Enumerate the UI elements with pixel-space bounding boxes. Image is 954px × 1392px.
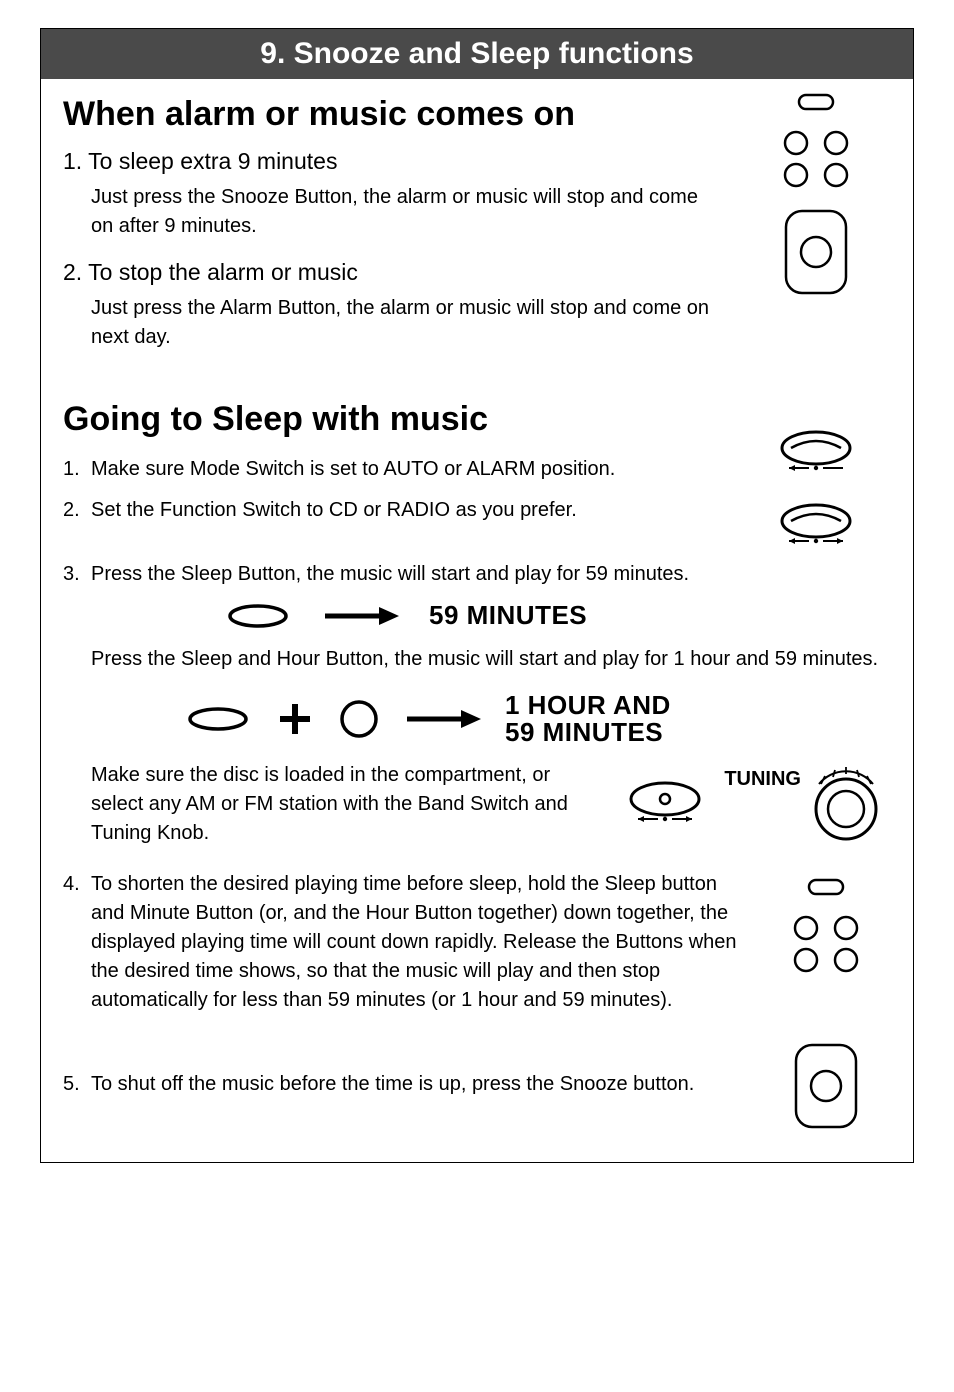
step3-text: Press the Sleep Button, the music will s… <box>91 560 891 589</box>
item-sleep-extra-body: Just press the Snooze Button, the alarm … <box>91 183 725 241</box>
step-number: 2. <box>63 496 91 525</box>
function-switch-icon <box>771 499 861 554</box>
side-icons-group-5 <box>761 1035 891 1134</box>
section-header: 9. Snooze and Sleep functions <box>41 29 913 79</box>
plus-icon <box>275 699 315 739</box>
hour-button-icon <box>337 697 381 741</box>
step5-text: To shut off the music before the time is… <box>91 1070 745 1099</box>
step2-text: Set the Function Switch to CD or RADIO a… <box>91 496 725 525</box>
diagram-59min: 59 MINUTES <box>223 601 891 631</box>
band-switch-icon <box>620 777 710 832</box>
sleep-button-icon <box>223 601 293 631</box>
label-59-minutes: 59 MINUTES <box>429 602 587 629</box>
tuning-knob-icon <box>801 764 891 844</box>
side-icons-group-4 <box>761 870 891 980</box>
step1-text: Make sure Mode Switch is set to AUTO or … <box>91 455 725 484</box>
label-line1: 1 HOUR AND <box>505 692 671 719</box>
four-circle-buttons-icon <box>781 910 871 980</box>
sleep-button-icon <box>791 89 841 115</box>
step-number: 5. <box>63 1070 91 1099</box>
mode-switch-icon <box>771 426 861 481</box>
step-number: 4. <box>63 870 91 1015</box>
step-number: 3. <box>63 560 91 589</box>
label-line2: 59 MINUTES <box>505 719 671 746</box>
sleep-button-icon <box>801 874 851 900</box>
arrow-right-icon <box>403 707 483 731</box>
diagram-1h59m: 1 HOUR AND 59 MINUTES <box>183 692 891 747</box>
side-icons-group-1 <box>741 85 891 300</box>
item-stop-alarm-body: Just press the Alarm Button, the alarm o… <box>91 294 725 352</box>
label-1h59m: 1 HOUR AND 59 MINUTES <box>505 692 671 747</box>
page-content: When alarm or music comes on 1. To sleep… <box>41 85 913 1162</box>
item-sleep-extra-title: 1. To sleep extra 9 minutes <box>63 148 725 175</box>
step3c-text: Make sure the disc is loaded in the comp… <box>91 761 604 848</box>
page-frame: 9. Snooze and Sleep functions When alarm… <box>40 28 914 1163</box>
sleep-button-icon <box>183 704 253 734</box>
step-number: 1. <box>63 455 91 484</box>
snooze-button-icon <box>776 205 856 300</box>
item-stop-alarm-title: 2. To stop the alarm or music <box>63 259 725 286</box>
arrow-right-icon <box>321 604 401 628</box>
step3b-text: Press the Sleep and Hour Button, the mus… <box>91 645 891 674</box>
side-icons-group-2 <box>741 376 891 554</box>
heading-going-to-sleep: Going to Sleep with music <box>63 400 725 439</box>
four-circle-buttons-icon <box>771 125 861 195</box>
snooze-button-icon <box>786 1039 866 1134</box>
tuning-label: TUNING <box>724 768 801 791</box>
heading-alarm: When alarm or music comes on <box>63 95 725 134</box>
step4-text: To shorten the desired playing time befo… <box>91 870 745 1015</box>
